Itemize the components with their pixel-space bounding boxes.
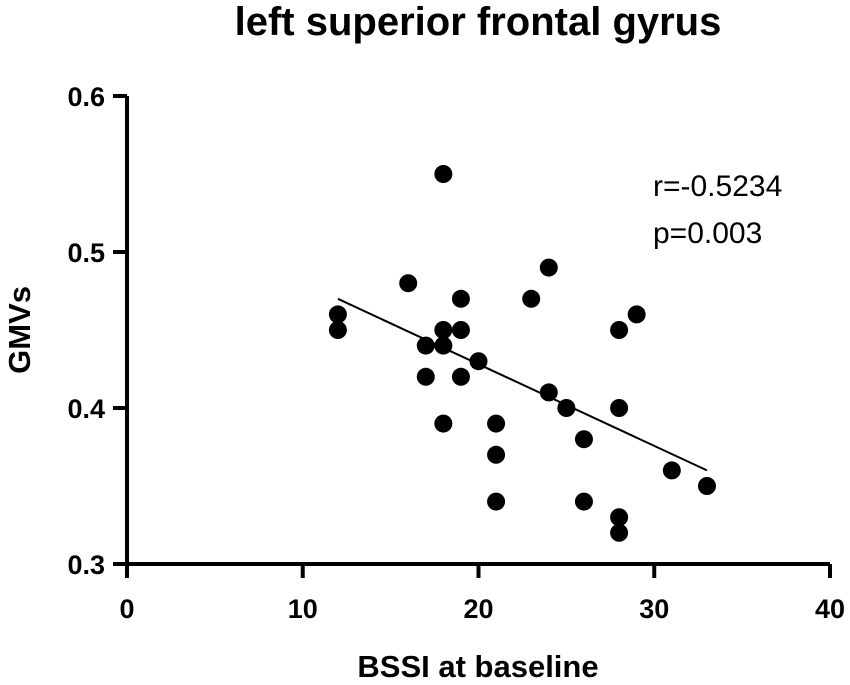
data-point (487, 414, 506, 433)
data-point (610, 523, 629, 542)
data-point (574, 430, 593, 449)
data-point (434, 321, 453, 339)
data-point (416, 367, 435, 386)
x-axis-label: BSSI at baseline (357, 649, 598, 684)
data-point (610, 399, 629, 417)
data-point (487, 445, 506, 464)
data-point (328, 321, 347, 339)
y-tick-label: 0.3 (67, 550, 105, 580)
data-point (328, 305, 347, 324)
data-point (662, 461, 681, 480)
data-point (451, 321, 470, 339)
x-tick-label: 10 (288, 594, 318, 624)
p-value-annotation: p=0.003 (653, 217, 762, 250)
x-tick-label: 20 (463, 594, 493, 624)
data-point (416, 336, 435, 355)
data-point (451, 289, 470, 308)
data-point (434, 336, 453, 355)
x-tick-label: 0 (119, 594, 134, 624)
regression-line (337, 297, 708, 472)
data-point (610, 508, 629, 527)
x-tick-label: 30 (639, 594, 669, 624)
data-point (434, 165, 453, 183)
data-point (522, 289, 541, 308)
y-tick-label: 0.4 (67, 394, 105, 424)
y-axis-label: GMVs (2, 286, 37, 374)
plot-area: 0.3 0.4 0.5 0.6 0 10 20 30 40 (67, 82, 845, 624)
data-point (469, 352, 488, 371)
data-point (627, 305, 646, 324)
data-point (399, 274, 418, 293)
data-point (539, 258, 558, 277)
y-tick-label: 0.5 (67, 238, 105, 268)
correlation-annotation: r=-0.5234 (653, 170, 782, 203)
data-point (451, 367, 470, 386)
data-point (557, 399, 576, 417)
data-point (697, 477, 716, 495)
data-point (610, 321, 629, 339)
y-tick-label: 0.6 (67, 82, 105, 112)
x-tick-label: 40 (815, 594, 845, 624)
chart-title: left superior frontal gyrus (235, 0, 722, 44)
data-point (434, 414, 453, 433)
data-point (539, 383, 558, 402)
data-point (574, 492, 593, 511)
data-point (487, 492, 506, 511)
